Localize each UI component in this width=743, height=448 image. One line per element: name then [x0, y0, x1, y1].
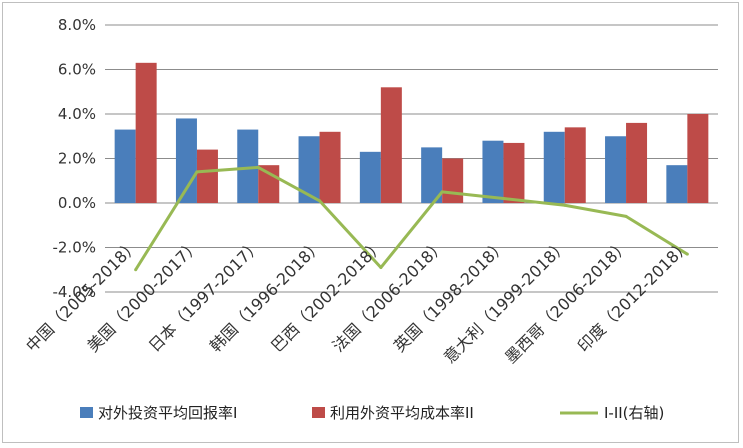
diff-point-2: [256, 165, 260, 169]
diff-point-6: [501, 197, 505, 201]
diff-point-8: [624, 214, 628, 218]
category-label-9: 印度（2012-2018）: [574, 235, 694, 355]
legend: 对外投资平均回报率I 利用外资平均成本率II I-II(右轴): [80, 404, 664, 422]
category-label-1: 美国（2000-2017）: [83, 235, 203, 355]
diff-line-path: [134, 165, 689, 271]
bars: [114, 62, 709, 204]
bar-cost-8: [626, 122, 648, 203]
bar-cost-7: [564, 127, 586, 203]
y-tick-label: -2.0%: [52, 239, 96, 257]
category-label-2: 日本（1997-2017）: [145, 235, 265, 355]
diff-point-4: [379, 266, 383, 270]
bar-cost-3: [319, 131, 341, 203]
y-tick-label: 0.0%: [58, 194, 96, 212]
bar-return-7: [543, 131, 565, 203]
bar-cost-6: [503, 142, 525, 203]
bar-return-5: [421, 147, 443, 203]
legend-label-cost: 利用外资平均成本率II: [330, 404, 474, 422]
chart-frame: [2, 2, 739, 443]
bar-return-2: [237, 129, 259, 203]
diff-point-5: [440, 190, 444, 194]
diff-point-0: [134, 268, 138, 272]
bar-return-0: [114, 129, 136, 203]
bar-return-6: [482, 140, 504, 203]
bar-return-8: [605, 136, 627, 203]
y-tick-label: 4.0%: [58, 105, 96, 123]
bar-return-4: [359, 151, 381, 203]
bar-cost-5: [442, 158, 464, 203]
bar-cost-9: [687, 114, 709, 203]
x-axis-categories: 中国（2005-2018）美国（2000-2017）日本（1997-2017）韩…: [22, 235, 694, 367]
category-label-8: 墨西哥（2006-2018）: [501, 235, 633, 367]
y-tick-label: 6.0%: [58, 61, 96, 79]
category-label-3: 韩国（1996-2018）: [206, 235, 326, 355]
bar-cost-1: [196, 149, 218, 203]
legend-swatch-cost: [312, 407, 325, 418]
y-tick-label: -4.0%: [52, 283, 96, 301]
bar-cost-0: [135, 62, 157, 204]
diff-point-1: [195, 170, 199, 174]
category-label-6: 英国（1998-2018）: [390, 235, 510, 355]
legend-label-return: 对外投资平均回报率I: [98, 404, 237, 422]
y-tick-label: 8.0%: [58, 16, 96, 34]
legend-swatch-return: [80, 407, 93, 418]
y-axis-ticks: 8.0% 6.0% 4.0% 2.0% 0.0% -2.0% -4.0%: [52, 16, 96, 301]
bar-return-3: [298, 136, 320, 203]
bar-return-9: [666, 165, 688, 203]
difference-line: [134, 165, 689, 272]
legend-label-diff: I-II(右轴): [604, 404, 664, 422]
bar-cost-4: [380, 87, 402, 203]
diff-point-3: [318, 199, 322, 203]
diff-point-7: [563, 203, 567, 207]
bar-cost-2: [258, 165, 280, 203]
diff-point-9: [685, 252, 689, 256]
category-label-4: 巴西（2002-2018）: [267, 235, 387, 355]
category-label-7: 意大利（1999-2018）: [440, 235, 572, 367]
y-tick-label: 2.0%: [58, 150, 96, 168]
category-label-5: 法国（2006-2018）: [329, 235, 449, 355]
